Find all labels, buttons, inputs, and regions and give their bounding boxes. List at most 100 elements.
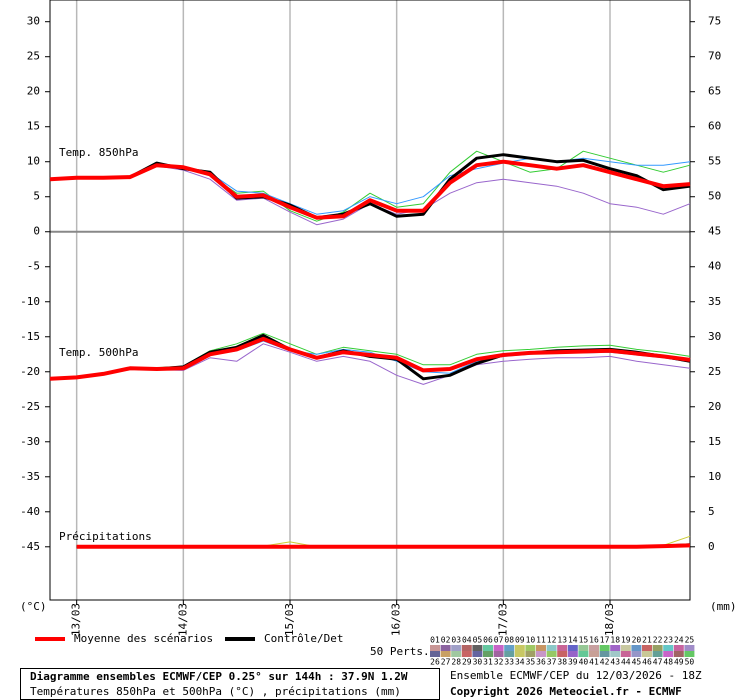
member-label: 18 (610, 636, 620, 645)
y2-tick-label: 0 (708, 540, 715, 553)
footer-title: Diagramme ensembles ECMWF/CEP 0.25° sur … (30, 670, 408, 683)
member-label: 48 (663, 658, 673, 667)
y2-tick-label: 35 (708, 295, 721, 308)
member-swatch (620, 651, 631, 657)
member-swatch (673, 645, 684, 651)
member-label: 07 (494, 636, 504, 645)
y2-tick-label: 5 (708, 505, 715, 518)
member-label: 45 (632, 658, 642, 667)
y-tick-label: -10 (20, 295, 40, 308)
mean-line (76, 543, 691, 549)
member-label: 15 (579, 636, 589, 645)
member-swatch (652, 651, 663, 657)
member-swatch (472, 645, 483, 651)
control-line (49, 153, 691, 220)
member-label: 30 (473, 658, 483, 667)
member-label: 01 (430, 636, 440, 645)
member-label: 13 (557, 636, 567, 645)
member-label: 03 (451, 636, 461, 645)
mean-line (49, 336, 691, 381)
member-swatch (493, 651, 504, 657)
member-swatch (536, 651, 546, 657)
member-label: 33 (504, 658, 514, 667)
panel-label: Temp. 500hPa (59, 346, 138, 359)
member-swatch (483, 651, 493, 657)
y-tick-label: 5 (33, 190, 40, 203)
footer-copyright: Copyright 2026 Meteociel.fr - ECMWF (450, 685, 682, 698)
footer-subtitle: Températures 850hPa et 500hPa (°C) , pré… (30, 685, 401, 698)
member-swatch (557, 645, 568, 651)
member-label: 08 (504, 636, 514, 645)
member-label: 05 (473, 636, 483, 645)
member-label: 29 (462, 658, 472, 667)
member-swatch (546, 651, 557, 657)
y2-tick-label: 10 (708, 470, 721, 483)
y2-tick-label: 65 (708, 85, 721, 98)
member-swatch (599, 651, 610, 657)
member-swatch (610, 645, 621, 651)
y2-tick-label: 40 (708, 260, 721, 273)
member-label: 50 (685, 658, 695, 667)
y-tick-label: 25 (27, 50, 40, 63)
member-label: 26 (430, 658, 440, 667)
y2-tick-label: 50 (708, 190, 721, 203)
y2-tick-label: 30 (708, 330, 721, 343)
member-swatch (493, 645, 504, 651)
member-swatch (578, 645, 589, 651)
member-swatch (673, 651, 684, 657)
y-tick-label: 10 (27, 155, 40, 168)
member-label: 44 (621, 658, 631, 667)
member-label: 34 (515, 658, 525, 667)
member-swatch (610, 651, 621, 657)
member-swatch (684, 645, 695, 651)
member-swatch (663, 651, 674, 657)
member-swatch (642, 645, 652, 651)
member-label: 46 (642, 658, 652, 667)
member-swatch (557, 651, 568, 657)
panel-label: Précipitations (59, 530, 152, 543)
member-label: 36 (536, 658, 546, 667)
member-swatch (451, 645, 462, 651)
x-tick-label: 16/03 (390, 603, 403, 636)
member-swatch (440, 651, 451, 657)
y2-tick-label: 75 (708, 15, 721, 28)
member-label: 10 (526, 636, 536, 645)
member-label: 14 (568, 636, 578, 645)
member-swatch (514, 645, 525, 651)
member-label: 12 (547, 636, 557, 645)
member-label: 04 (462, 636, 472, 645)
member-label: 47 (653, 658, 663, 667)
y2-tick-label: 25 (708, 365, 721, 378)
member-swatch (451, 651, 462, 657)
member-label: 21 (642, 636, 652, 645)
member-label: 06 (483, 636, 493, 645)
x-tick-label: 15/03 (283, 603, 296, 636)
member-swatch (589, 645, 599, 651)
member-label: 17 (600, 636, 610, 645)
x-tick-label: 17/03 (496, 603, 509, 636)
plot-frame (49, 0, 691, 601)
member-label: 31 (483, 658, 493, 667)
y-tick-label: 30 (27, 15, 40, 28)
member-label: 16 (589, 636, 599, 645)
member-swatch (514, 651, 525, 657)
member-swatch (631, 645, 642, 651)
member-swatch (430, 645, 440, 651)
member-swatch (684, 651, 695, 657)
mean-line (49, 159, 691, 220)
member-label: 25 (685, 636, 695, 645)
x-tick-label: 14/03 (176, 603, 189, 636)
y2-tick-label: 15 (708, 435, 721, 448)
panel-label: Temp. 850hPa (59, 146, 138, 159)
member-label: 24 (674, 636, 684, 645)
member-label: 41 (589, 658, 599, 667)
y2-tick-label: 55 (708, 155, 721, 168)
member-swatch (642, 651, 652, 657)
member-label: 22 (653, 636, 663, 645)
y-tick-label: -30 (20, 435, 40, 448)
y-tick-label: -35 (20, 470, 40, 483)
y-tick-label: -40 (20, 505, 40, 518)
member-swatch (504, 651, 515, 657)
x-tick-label: 13/03 (70, 603, 83, 636)
